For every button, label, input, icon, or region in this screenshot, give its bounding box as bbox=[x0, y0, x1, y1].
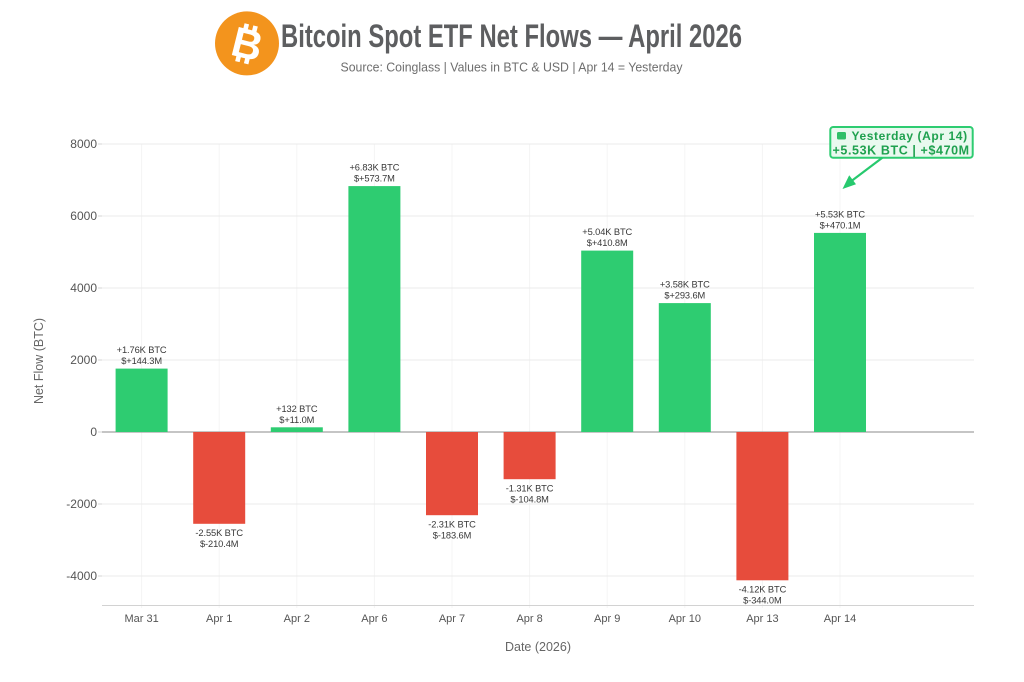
svg-text:-2.31K BTC: -2.31K BTC bbox=[428, 519, 476, 529]
svg-text:$-344.0M: $-344.0M bbox=[743, 596, 781, 606]
svg-text:+6.83K BTC: +6.83K BTC bbox=[349, 163, 399, 173]
svg-text:Apr 1: Apr 1 bbox=[206, 613, 232, 625]
svg-text:Apr 10: Apr 10 bbox=[669, 613, 701, 625]
svg-text:Mar 31: Mar 31 bbox=[124, 613, 158, 625]
svg-text:$+470.1M: $+470.1M bbox=[820, 221, 861, 231]
svg-text:Apr 14: Apr 14 bbox=[824, 613, 856, 625]
svg-text:Yesterday (Apr 14): Yesterday (Apr 14) bbox=[852, 129, 968, 143]
svg-text:-4.12K BTC: -4.12K BTC bbox=[739, 585, 787, 595]
svg-text:-2000: -2000 bbox=[66, 497, 97, 511]
svg-text:$-104.8M: $-104.8M bbox=[510, 494, 548, 504]
svg-text:+5.53K BTC: +5.53K BTC bbox=[815, 210, 865, 220]
svg-text:-2.55K BTC: -2.55K BTC bbox=[195, 528, 243, 538]
svg-text:+132 BTC: +132 BTC bbox=[276, 404, 318, 414]
svg-text:+1.76K BTC: +1.76K BTC bbox=[117, 345, 167, 355]
svg-text:$+410.8M: $+410.8M bbox=[587, 238, 628, 248]
svg-text:Net Flow (BTC): Net Flow (BTC) bbox=[32, 318, 46, 404]
svg-text:-4000: -4000 bbox=[66, 569, 97, 583]
svg-text:6000: 6000 bbox=[70, 209, 97, 223]
svg-text:Apr 9: Apr 9 bbox=[594, 613, 620, 625]
svg-text:0: 0 bbox=[90, 425, 97, 439]
svg-text:Apr 8: Apr 8 bbox=[516, 613, 542, 625]
svg-text:+5.04K BTC: +5.04K BTC bbox=[582, 227, 632, 237]
svg-text:$-183.6M: $-183.6M bbox=[433, 530, 471, 540]
svg-text:4000: 4000 bbox=[70, 281, 97, 295]
svg-text:-1.31K BTC: -1.31K BTC bbox=[506, 483, 554, 493]
svg-text:Bitcoin Spot ETF Net Flows — A: Bitcoin Spot ETF Net Flows — April 2026 bbox=[281, 18, 742, 54]
svg-text:$+11.0M: $+11.0M bbox=[279, 415, 314, 425]
svg-text:Source: Coinglass | Values in: Source: Coinglass | Values in BTC & USD … bbox=[341, 60, 683, 75]
svg-text:Apr 13: Apr 13 bbox=[746, 613, 778, 625]
svg-text:2000: 2000 bbox=[70, 353, 97, 367]
svg-text:Apr 7: Apr 7 bbox=[439, 613, 465, 625]
svg-text:$+144.3M: $+144.3M bbox=[121, 356, 162, 366]
svg-text:Apr 6: Apr 6 bbox=[361, 613, 387, 625]
svg-text:Date (2026): Date (2026) bbox=[505, 640, 571, 654]
svg-text:Apr 2: Apr 2 bbox=[284, 613, 310, 625]
svg-text:+3.58K BTC: +3.58K BTC bbox=[660, 280, 710, 290]
svg-text:+5.53K BTC | +$470M: +5.53K BTC | +$470M bbox=[833, 143, 970, 157]
svg-text:$-210.4M: $-210.4M bbox=[200, 539, 238, 549]
svg-text:8000: 8000 bbox=[70, 137, 97, 151]
svg-text:$+293.6M: $+293.6M bbox=[664, 291, 705, 301]
svg-text:$+573.7M: $+573.7M bbox=[354, 174, 395, 184]
